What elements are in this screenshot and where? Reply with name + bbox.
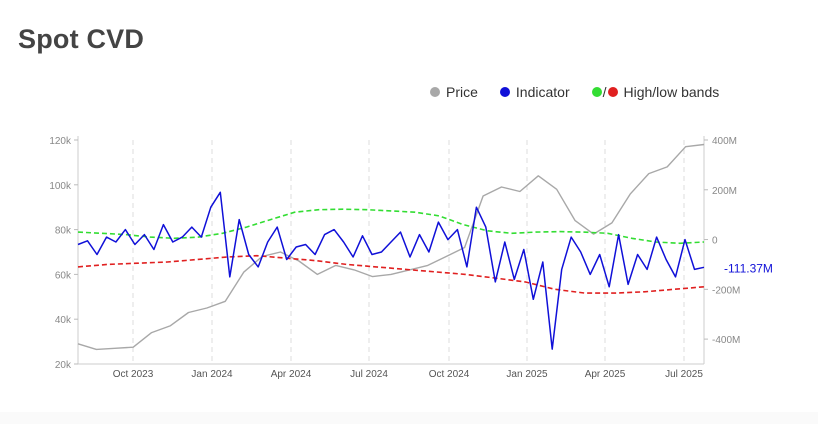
x-tick-label: Oct 2024	[429, 369, 470, 380]
y-left-tick-label: 120k	[49, 136, 72, 147]
legend-label-bands: High/low bands	[623, 84, 720, 100]
indicator-dot-icon	[499, 87, 510, 97]
y-right-tick-label: 0	[712, 236, 718, 247]
y-left-tick-label: 40k	[55, 315, 72, 326]
legend-slash: /	[602, 84, 607, 100]
price-line	[77, 143, 705, 351]
legend-label-indicator: Indicator	[515, 84, 570, 100]
y-left-tick-label: 60k	[55, 270, 72, 281]
last-value-label: -111.37M	[724, 261, 773, 275]
x-tick-label: Jul 2024	[350, 369, 388, 380]
y-left-tick-label: 80k	[55, 226, 72, 237]
legend-label-price: Price	[446, 84, 478, 100]
bottom-strip	[0, 412, 818, 424]
high-band-dot-icon	[591, 87, 602, 97]
legend-item-price[interactable]: Price	[430, 84, 478, 100]
x-tick-label: Oct 2023	[113, 369, 154, 380]
y-right-tick-label: 400M	[712, 136, 737, 147]
x-tick-label: Jan 2025	[506, 369, 548, 380]
x-tick-label: Apr 2025	[585, 369, 626, 380]
legend-item-indicator[interactable]: Indicator	[499, 84, 570, 100]
chart-title: Spot CVD	[18, 24, 145, 54]
x-tick-label: Jul 2025	[665, 369, 703, 380]
y-left-tick-label: 20k	[55, 360, 72, 371]
low-band-dot-icon	[607, 87, 618, 97]
legend: Price Indicator / High/low bands	[430, 84, 741, 100]
x-tick-label: Jan 2024	[191, 369, 233, 380]
price-dot-icon	[430, 87, 440, 97]
x-tick-label: Apr 2024	[271, 369, 312, 380]
low-band-line	[77, 254, 705, 294]
y-right-tick-label: -200M	[712, 285, 740, 296]
y-right-tick-label: -400M	[712, 335, 740, 346]
y-right-tick-label: 200M	[712, 186, 737, 197]
y-left-tick-label: 100k	[49, 181, 72, 192]
high-band-line	[77, 208, 705, 245]
indicator-line	[77, 191, 705, 350]
legend-item-bands[interactable]: / High/low bands	[591, 84, 720, 100]
